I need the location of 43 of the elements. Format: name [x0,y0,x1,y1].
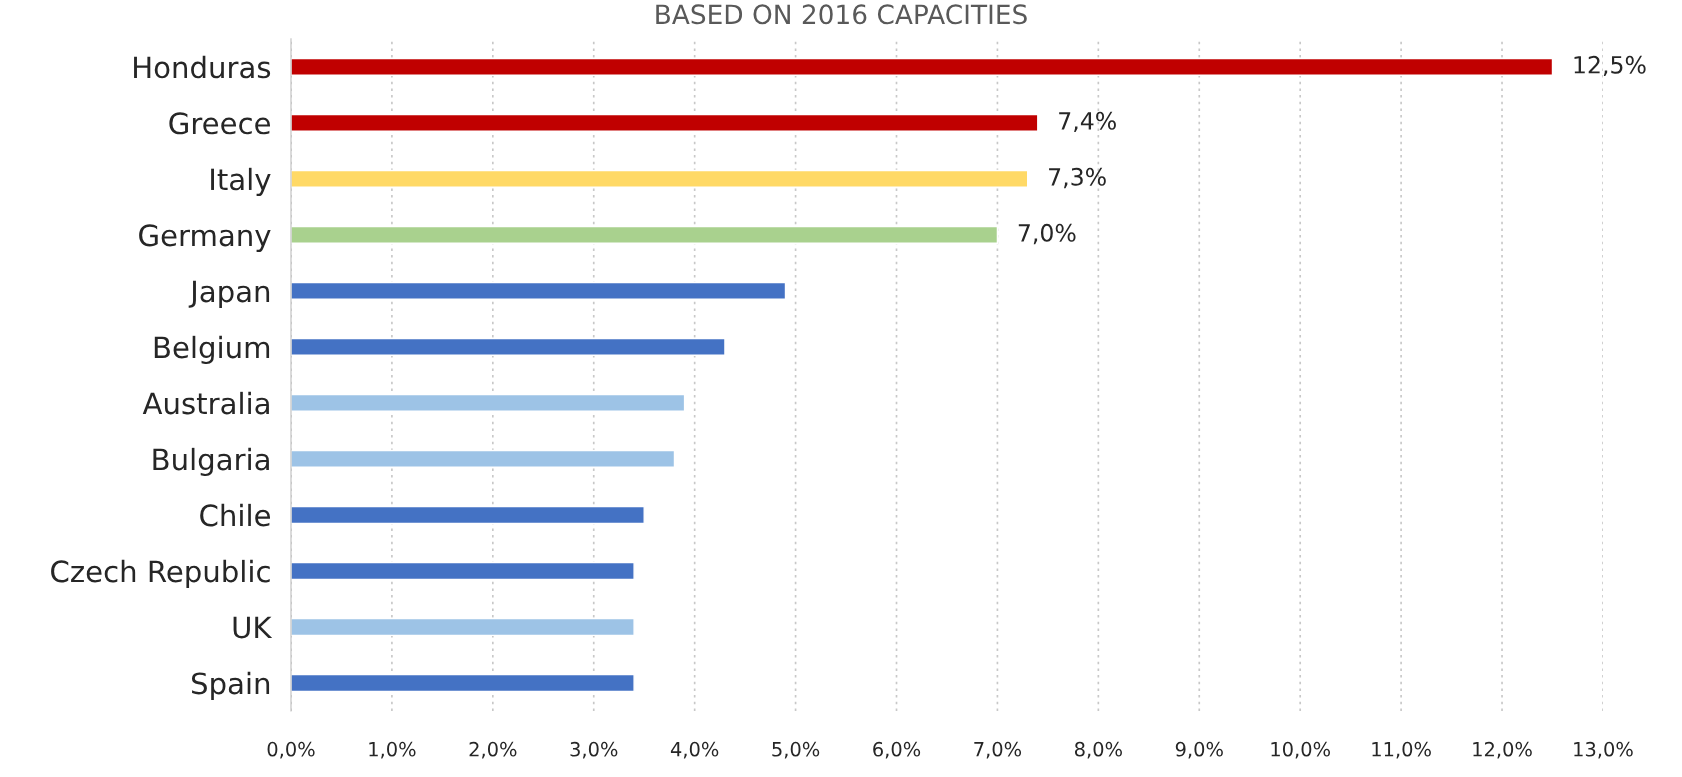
y-tick-label: Belgium [154,335,270,365]
y-tick-label: Italy [211,167,271,197]
x-tick-label: 11,0% [1372,741,1431,759]
bar [290,169,1029,188]
data-label: 7,4% [1059,111,1116,133]
bar [290,673,635,693]
x-tick-label: 10,0% [1271,741,1330,759]
y-tick-label: UK [233,616,273,639]
x-tick-label: 5,0% [772,741,820,759]
x-tick-label: 8,0% [1074,741,1122,759]
y-tick-label: Czech Republic [51,559,270,589]
bar [290,449,676,469]
bar [290,225,999,244]
x-tick-label: 12,0% [1473,741,1532,759]
data-label: 7,3% [1049,167,1106,189]
chart-title: BASED ON 2016 CAPACITIES [656,4,1027,25]
y-tick-label: Chile [200,503,270,527]
bar [290,561,635,581]
bar [290,393,686,413]
x-tick-label: 0,0% [267,741,315,759]
x-tick-label: 9,0% [1175,741,1223,759]
y-tick-label: Spain [191,671,270,701]
bar [290,505,645,525]
bar [290,57,1554,76]
x-tick-label: 6,0% [873,741,921,759]
data-label: 7,0% [1018,223,1076,245]
y-tick-label: Bulgaria [153,447,269,477]
x-tick-label: 3,0% [570,741,618,759]
bar [290,617,635,637]
x-tick-label: 2,0% [469,741,517,759]
y-tick-label: Honduras [134,55,271,79]
data-label: 12,5% [1574,55,1646,77]
x-tick-label: 13,0% [1574,741,1633,759]
y-tick-label: Germany [139,224,271,253]
y-tick-label: Japan [188,280,270,309]
x-tick-label: 1,0% [369,741,416,759]
x-tick-label: 4,0% [670,741,719,759]
bar [290,113,1039,132]
y-tick-label: Greece [169,112,270,135]
x-tick-label: 7,0% [974,741,1022,759]
y-tick-label: Australia [142,391,269,415]
bar [290,281,787,300]
bar [290,337,726,356]
